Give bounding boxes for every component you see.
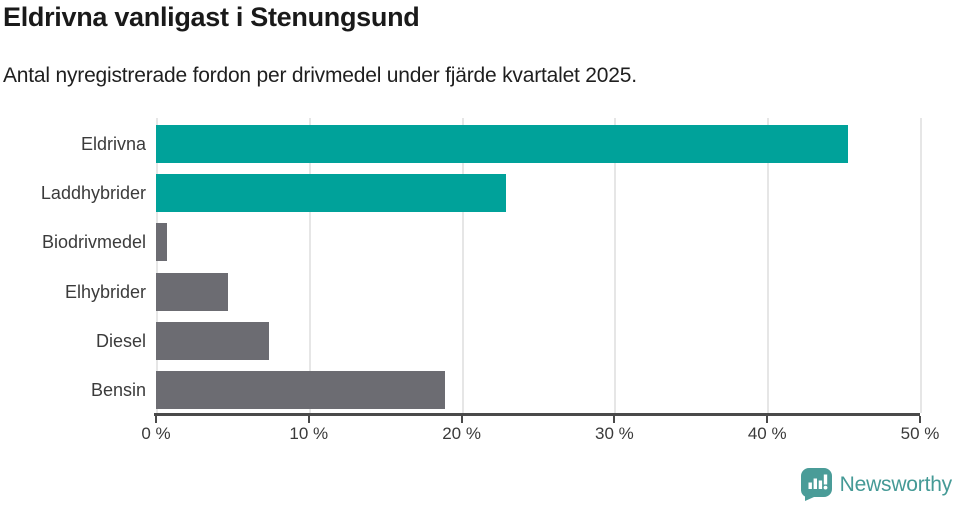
- chart-title: Eldrivna vanligast i Stenungsund: [3, 2, 420, 32]
- category-label: Diesel: [95, 330, 146, 351]
- tick-label-30: 30 %: [595, 424, 634, 443]
- bar-elhybrider: [156, 272, 228, 311]
- tick-label-10: 10 %: [289, 424, 329, 443]
- logo-exclamation-dot: [823, 485, 828, 490]
- gridline-40: [767, 118, 770, 413]
- gridline-20: [461, 118, 464, 413]
- tick-mark-10: [307, 416, 310, 423]
- bar-row-diesel: Diesel: [0, 315, 920, 364]
- newsworthy-logo[interactable]: Newsworthy: [800, 468, 953, 501]
- tick-mark-20: [460, 416, 463, 423]
- tick-label-20: 20 %: [442, 424, 481, 443]
- newsworthy-icon: [800, 468, 832, 501]
- bar-diesel: [156, 321, 270, 360]
- bar-biodrivmedel: [156, 223, 167, 262]
- bar-bensin: [156, 370, 445, 409]
- logo-bar-tall: [813, 478, 817, 489]
- bar-eldrivna: [156, 125, 849, 163]
- tick-mark-50: [919, 416, 921, 423]
- logo-bar-medium: [818, 480, 822, 489]
- plot-area: [156, 118, 922, 413]
- category-label: Biodrivmedel: [41, 232, 146, 253]
- bar-row-laddhybrider: Laddhybrider: [0, 167, 920, 216]
- tick-label-0: 0 %: [141, 424, 171, 443]
- bar-row-biodrivmedel: Biodrivmedel: [0, 216, 920, 265]
- logo-exclamation-bar: [823, 474, 827, 485]
- x-axis-line: [154, 413, 920, 416]
- bar-row-elhybrider: Elhybrider: [0, 266, 920, 315]
- gridline-10: [308, 118, 311, 413]
- bar-chart: Eldrivna Laddhybrider Biodrivmedel Elhybrid…: [0, 118, 939, 458]
- gridline-30: [614, 118, 617, 413]
- chart-subtitle: Antal nyregistrerade fordon per drivmede…: [3, 64, 637, 87]
- category-label: Elhybrider: [64, 281, 146, 302]
- tick-mark-30: [613, 416, 616, 423]
- bar-row-bensin: Bensin: [0, 364, 920, 413]
- newsworthy-logo-text: Newsworthy: [839, 472, 953, 496]
- tick-mark-0: [155, 416, 157, 423]
- category-label: Eldrivna: [80, 134, 146, 154]
- bar-row-eldrivna: Eldrivna: [0, 118, 920, 167]
- tick-label-50: 50 %: [900, 424, 940, 443]
- category-label: Bensin: [90, 379, 146, 400]
- logo-bar-small: [808, 482, 812, 489]
- tick-label-40: 40 %: [747, 424, 787, 443]
- category-label: Laddhybrider: [40, 183, 146, 204]
- footer: Newsworthy: [800, 468, 953, 501]
- gridline-50: [920, 118, 922, 413]
- gridline-0: [156, 118, 158, 413]
- bar-laddhybrider: [156, 174, 506, 213]
- tick-mark-40: [766, 416, 769, 423]
